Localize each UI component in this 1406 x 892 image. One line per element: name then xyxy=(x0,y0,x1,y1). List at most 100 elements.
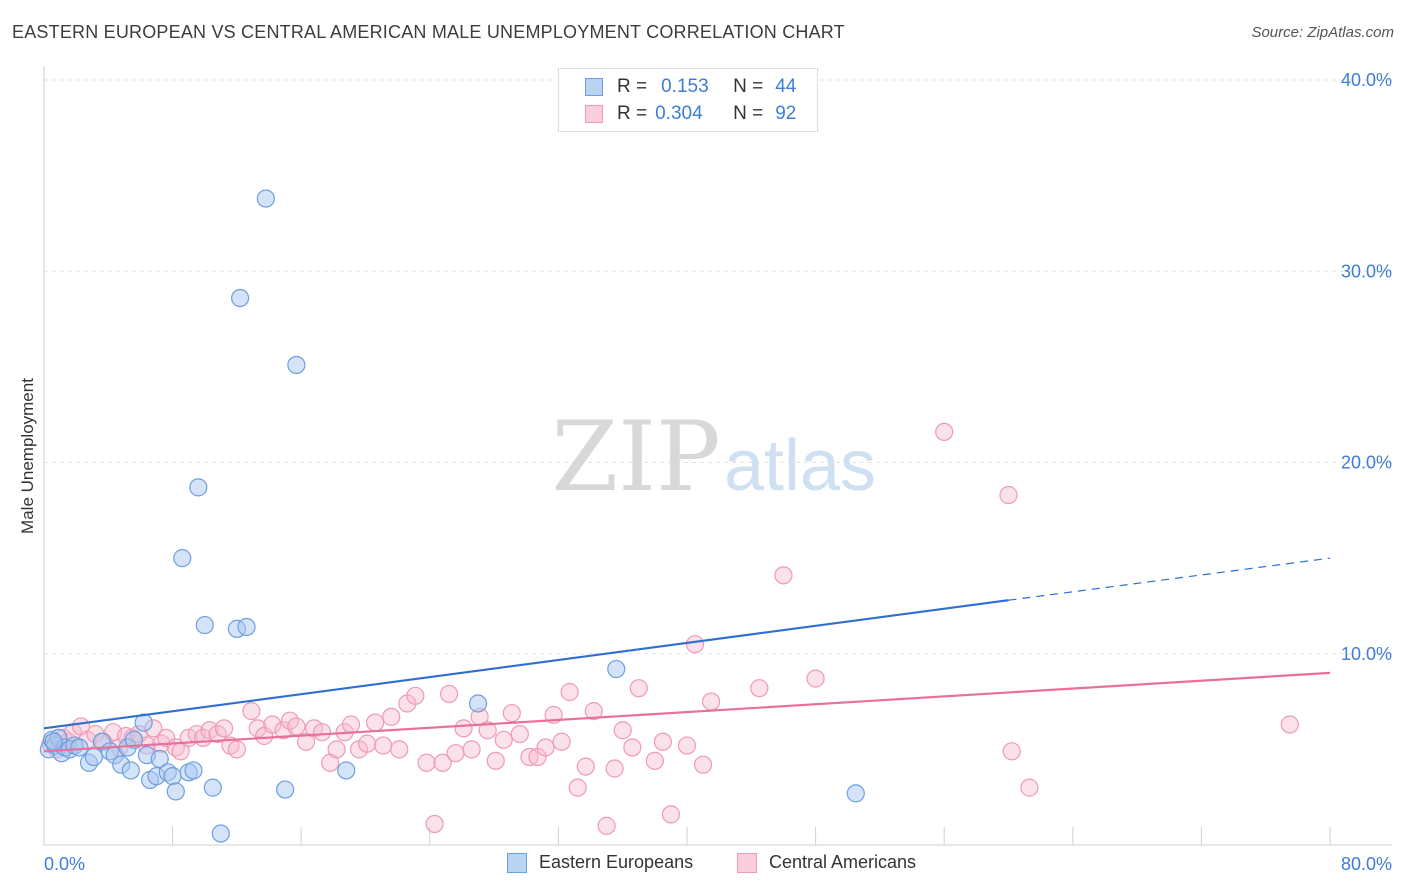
data-point-central-americans xyxy=(425,814,444,834)
data-point-central-americans xyxy=(382,707,401,726)
trend-extension-eastern-europeans xyxy=(1008,557,1331,601)
data-point-central-americans xyxy=(584,702,603,721)
legend-item-central-americans: Central Americans xyxy=(737,852,916,873)
legend-swatch-pink xyxy=(585,105,603,123)
data-point-central-americans xyxy=(1280,715,1299,734)
trend-lines xyxy=(43,557,1331,753)
data-point-eastern-europeans xyxy=(184,761,203,780)
data-point-eastern-europeans xyxy=(121,761,140,780)
data-point-central-americans xyxy=(341,715,361,734)
data-point-eastern-europeans xyxy=(237,617,256,637)
legend-r-label: R = xyxy=(617,76,648,97)
data-point-central-americans xyxy=(433,753,452,772)
data-point-eastern-europeans xyxy=(70,738,89,757)
legend-n-label: N = xyxy=(733,76,764,97)
data-point-central-americans xyxy=(623,738,642,757)
data-point-central-americans xyxy=(576,757,595,776)
y-tick-label: 20.0% xyxy=(1341,453,1392,473)
data-point-central-americans xyxy=(806,669,825,688)
legend-r-label: R = xyxy=(617,103,648,124)
eastern-europeans-points xyxy=(39,189,865,843)
data-point-eastern-europeans xyxy=(189,478,208,497)
data-point-central-americans xyxy=(653,732,672,751)
data-point-central-americans xyxy=(536,738,555,757)
data-point-central-americans xyxy=(693,755,713,774)
legend-row-eastern-europeans: R = 0.153 N = 44 xyxy=(585,75,796,99)
data-point-central-americans xyxy=(677,736,697,755)
data-point-central-americans xyxy=(312,723,332,742)
data-point-central-americans xyxy=(568,778,587,797)
trend-line-central-americans xyxy=(43,671,1331,753)
data-point-central-americans xyxy=(605,759,624,778)
data-point-eastern-europeans xyxy=(337,761,356,780)
legend-n-value: 92 xyxy=(775,103,797,124)
correlation-legend: R = 0.153 N = 44 R = 0.304 N = 92 xyxy=(558,68,818,132)
legend-row-central-americans: R = 0.304 N = 92 xyxy=(585,102,796,126)
legend-n-label: N = xyxy=(733,103,764,124)
legend-swatch-blue xyxy=(585,78,603,96)
data-point-central-americans xyxy=(296,732,316,751)
watermark-zip: ZIP xyxy=(551,401,720,513)
data-point-central-americans xyxy=(552,732,571,751)
data-point-central-americans xyxy=(502,703,521,723)
chart-title: EASTERN EUROPEAN VS CENTRAL AMERICAN MAL… xyxy=(12,22,845,42)
data-point-central-americans xyxy=(661,805,681,824)
legend-r-value: 0.304 xyxy=(655,103,703,124)
data-point-central-americans xyxy=(478,721,497,740)
data-point-central-americans xyxy=(358,734,377,753)
legend-label: Eastern Europeans xyxy=(539,852,694,872)
data-point-eastern-europeans xyxy=(468,694,488,713)
data-point-central-americans xyxy=(439,684,459,704)
data-point-central-americans xyxy=(227,740,246,759)
data-point-central-americans xyxy=(560,682,579,702)
x-tick-label: 80.0% xyxy=(1341,854,1392,874)
data-point-central-americans xyxy=(510,724,529,744)
data-point-central-americans xyxy=(327,740,346,759)
data-point-eastern-europeans xyxy=(173,549,192,568)
data-point-central-americans xyxy=(597,816,616,835)
data-point-central-americans xyxy=(1002,742,1021,761)
data-point-central-americans xyxy=(242,702,261,721)
data-point-eastern-europeans xyxy=(124,730,144,749)
data-point-central-americans xyxy=(486,751,505,770)
legend-swatch-pink xyxy=(737,852,757,873)
y-tick-label: 30.0% xyxy=(1341,261,1392,281)
data-point-central-americans xyxy=(750,679,769,698)
data-point-central-americans xyxy=(263,715,282,734)
data-point-central-americans xyxy=(935,422,954,441)
data-point-eastern-europeans xyxy=(256,189,275,208)
data-point-central-americans xyxy=(613,721,632,740)
data-point-central-americans xyxy=(685,635,705,654)
data-point-central-americans xyxy=(446,744,465,763)
data-point-central-americans xyxy=(774,566,793,585)
x-tick-label: 0.0% xyxy=(44,854,85,874)
data-point-eastern-europeans xyxy=(44,732,63,751)
data-point-central-americans xyxy=(702,692,721,711)
data-point-central-americans xyxy=(417,753,436,772)
legend-swatch-blue xyxy=(507,852,527,873)
data-point-eastern-europeans xyxy=(607,659,626,679)
data-point-central-americans xyxy=(999,485,1018,505)
legend-label: Central Americans xyxy=(769,852,917,872)
series-legend: Eastern Europeans Central Americans xyxy=(0,852,1406,878)
data-point-eastern-europeans xyxy=(84,747,103,767)
axes xyxy=(43,66,1392,846)
y-tick-label: 10.0% xyxy=(1341,644,1392,664)
data-point-eastern-europeans xyxy=(203,778,222,797)
trend-line-eastern-europeans xyxy=(43,599,1009,730)
data-point-central-americans xyxy=(390,740,409,759)
legend-item-eastern-europeans: Eastern Europeans xyxy=(507,852,693,873)
central-americans-points xyxy=(41,422,1299,835)
watermark-atlas: atlas xyxy=(724,426,876,506)
data-point-eastern-europeans xyxy=(163,767,182,786)
data-point-central-americans xyxy=(366,713,385,732)
watermark: ZIP atlas xyxy=(551,401,876,513)
data-point-central-americans xyxy=(374,736,393,755)
grid-lines xyxy=(44,79,1392,655)
data-point-central-americans xyxy=(494,730,513,749)
data-point-eastern-europeans xyxy=(846,784,865,803)
data-point-eastern-europeans xyxy=(287,355,306,375)
data-point-central-americans xyxy=(287,717,306,736)
data-point-central-americans xyxy=(462,740,481,759)
